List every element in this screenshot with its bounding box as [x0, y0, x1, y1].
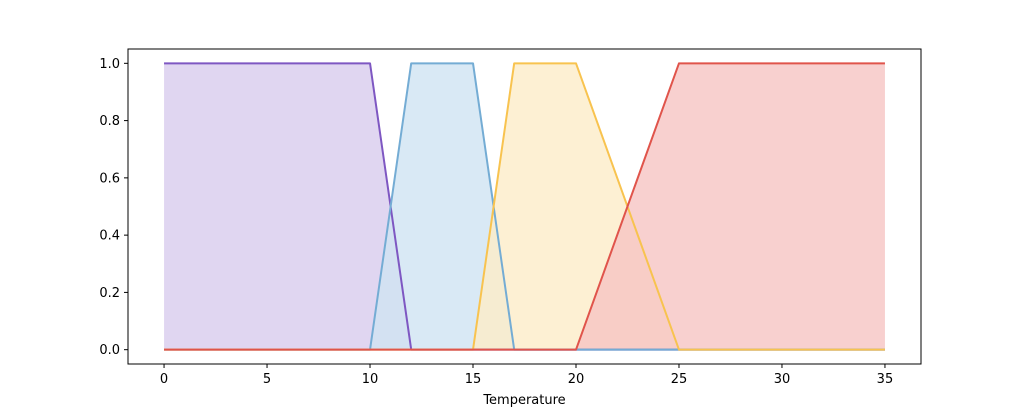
x-axis-ticks: 0 5 10 15 20 25 30 35: [160, 364, 893, 387]
x-tick-label: 10: [362, 372, 379, 387]
x-tick-label: 35: [877, 372, 894, 387]
y-tick-label: 1.0: [99, 57, 120, 72]
x-tick-label: 20: [568, 372, 585, 387]
series-lines: [164, 62, 885, 351]
x-tick-label: 0: [160, 372, 168, 387]
y-tick-label: 0.0: [99, 343, 120, 358]
x-tick-label: 5: [263, 372, 271, 387]
series-fills: [164, 63, 885, 350]
series-1-fill: [164, 63, 885, 350]
x-axis-label: Temperature: [482, 393, 565, 408]
x-tick-label: 15: [465, 372, 482, 387]
y-tick-label: 0.8: [99, 114, 120, 129]
y-axis-ticks: 0.0 0.2 0.4 0.6 0.8 1.0: [99, 57, 128, 358]
x-tick-label: 25: [671, 372, 688, 387]
series-4-fill: [164, 63, 885, 350]
series-4-line: [164, 62, 885, 351]
plot-frame: [127, 48, 922, 365]
y-tick-label: 0.6: [99, 171, 120, 186]
y-tick-label: 0.2: [99, 286, 120, 301]
y-tick-label: 0.4: [99, 229, 120, 244]
series-3-fill: [164, 63, 885, 350]
x-tick-label: 30: [774, 372, 791, 387]
